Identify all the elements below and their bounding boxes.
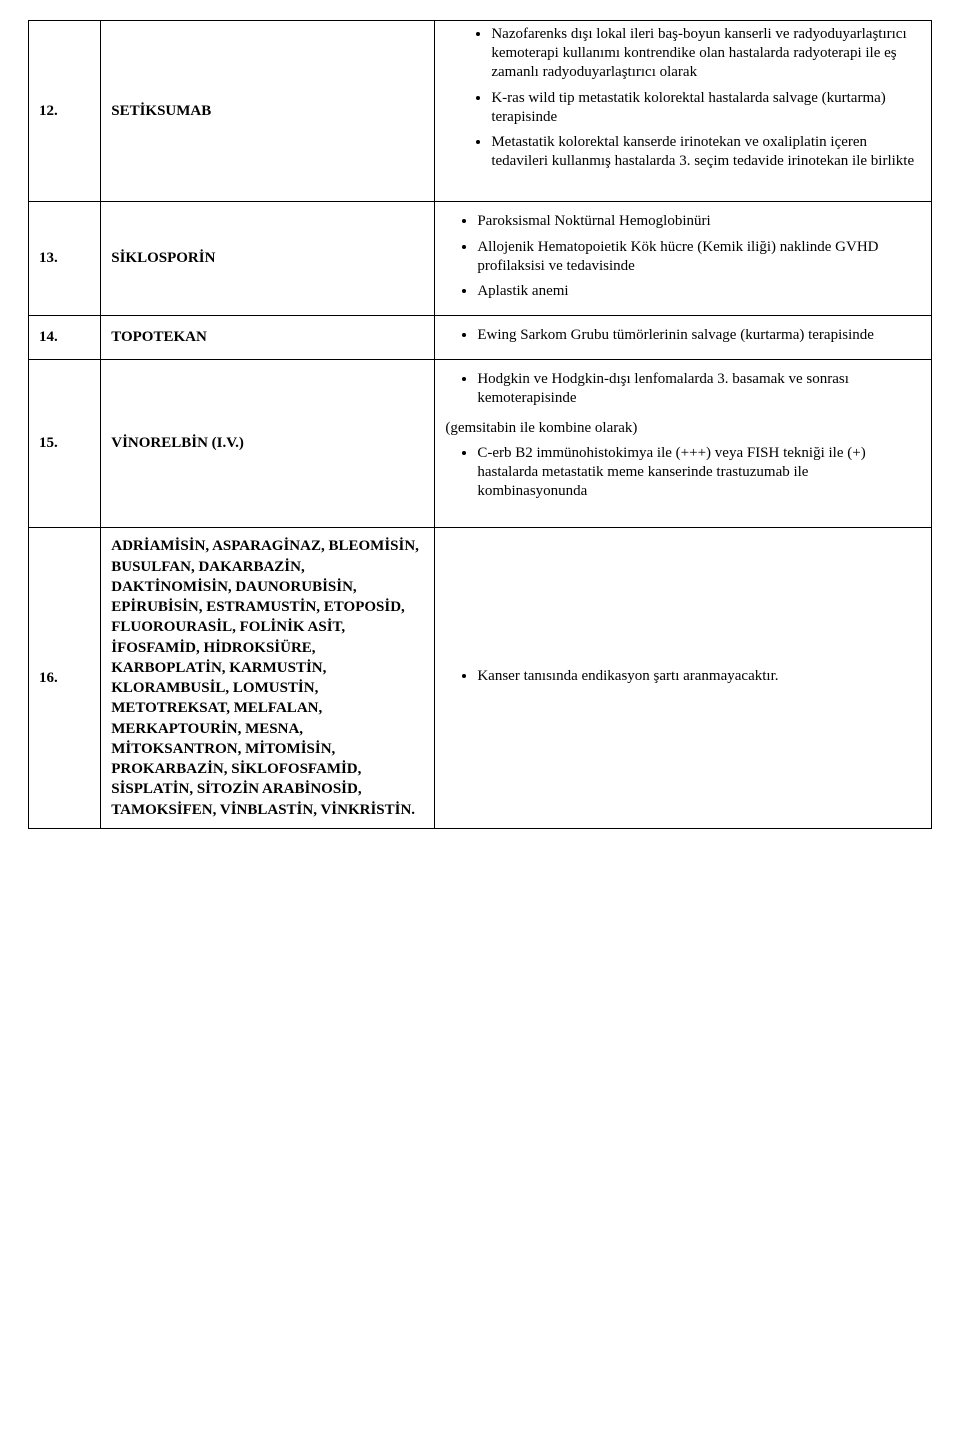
indications-list-bottom: C-erb B2 immünohistokimya ile (+++) veya… [445,444,921,502]
indication-item: C-erb B2 immünohistokimya ile (+++) veya… [477,444,921,502]
indications-cell: Nazofarenks dışı lokal ileri baş-boyun k… [435,21,932,202]
indication-item: Metastatik kolorektal kanserde irinoteka… [491,133,921,171]
indication-item: K-ras wild tip metastatik kolorektal has… [491,89,921,127]
indication-item: Nazofarenks dışı lokal ileri baş-boyun k… [491,25,921,83]
table-row: 16. ADRİAMİSİN, ASPARAGİNAZ, BLEOMİSİN, … [29,528,932,829]
drug-name: SİKLOSPORİN [101,202,435,316]
indications-cell: Paroksismal Noktürnal Hemoglobinüri Allo… [435,202,932,316]
drug-name: SETİKSUMAB [101,21,435,202]
indication-item: Paroksismal Noktürnal Hemoglobinüri [477,212,921,231]
indications-cell: Ewing Sarkom Grubu tümörlerinin salvage … [435,316,932,360]
table-row: 12. SETİKSUMAB Nazofarenks dışı lokal il… [29,21,932,202]
indication-item: Hodgkin ve Hodgkin-dışı lenfomalarda 3. … [477,370,921,408]
indications-cell: Hodgkin ve Hodgkin-dışı lenfomalarda 3. … [435,360,932,528]
indications-list: Kanser tanısında endikasyon şartı aranma… [445,667,921,686]
indications-list: Ewing Sarkom Grubu tümörlerinin salvage … [445,326,921,345]
drug-name-list: ADRİAMİSİN, ASPARAGİNAZ, BLEOMİSİN, BUSU… [101,528,435,829]
row-number: 12. [29,21,101,202]
combination-note: (gemsitabin ile kombine olarak) [445,419,921,438]
indications-list: Nazofarenks dışı lokal ileri baş-boyun k… [445,25,921,171]
drug-indications-table: 12. SETİKSUMAB Nazofarenks dışı lokal il… [28,20,932,829]
drug-name: TOPOTEKAN [101,316,435,360]
indications-list-top: Hodgkin ve Hodgkin-dışı lenfomalarda 3. … [445,370,921,408]
row-number: 15. [29,360,101,528]
indication-item: Aplastik anemi [477,282,921,301]
row-number: 16. [29,528,101,829]
table-row: 13. SİKLOSPORİN Paroksismal Noktürnal He… [29,202,932,316]
indication-item: Kanser tanısında endikasyon şartı aranma… [477,667,921,686]
indication-item: Ewing Sarkom Grubu tümörlerinin salvage … [477,326,921,345]
table-row: 14. TOPOTEKAN Ewing Sarkom Grubu tümörle… [29,316,932,360]
table-row: 15. VİNORELBİN (I.V.) Hodgkin ve Hodgkin… [29,360,932,528]
indications-list: Paroksismal Noktürnal Hemoglobinüri Allo… [445,212,921,301]
indications-cell: Kanser tanısında endikasyon şartı aranma… [435,528,932,829]
row-number: 13. [29,202,101,316]
row-number: 14. [29,316,101,360]
indication-item: Allojenik Hematopoietik Kök hücre (Kemik… [477,238,921,276]
drug-name: VİNORELBİN (I.V.) [101,360,435,528]
